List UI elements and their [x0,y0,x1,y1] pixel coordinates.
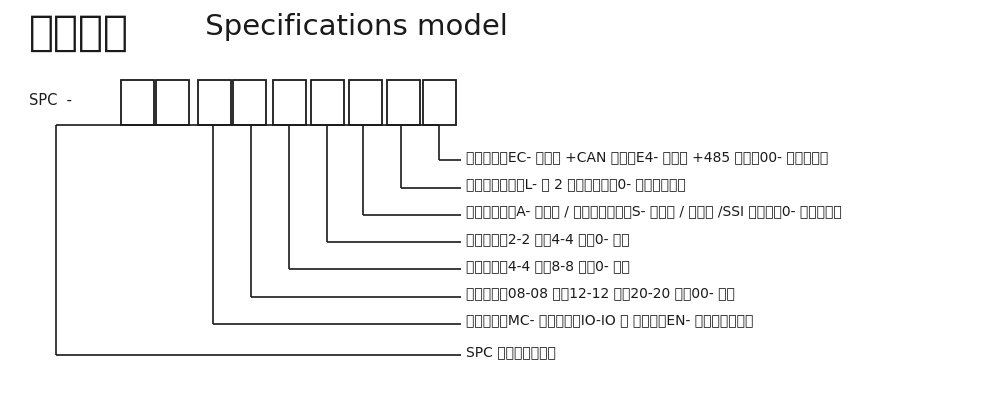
Bar [348,80,381,125]
Bar [198,80,231,125]
Bar [386,80,419,125]
Text: 规格型号: 规格型号 [29,12,129,54]
Text: 模块类型：MC- 主控模块；IO-IO 扩 展模块；EN- 编码器扩展模块: 模块类型：MC- 主控模块；IO-IO 扩 展模块；EN- 编码器扩展模块 [465,313,753,327]
Text: 安全输入：08-08 路；12-12 路；20-20 路；00- 没有: 安全输入：08-08 路；12-12 路；20-20 路；00- 没有 [465,286,735,300]
Text: 测试输出：2-2 路；4-4 路；0- 没有: 测试输出：2-2 路；4-4 路；0- 没有 [465,232,630,246]
Bar [233,80,266,125]
Text: 安全输出：4-4 路；8-8 路；0- 没有: 安全输出：4-4 路；8-8 路；0- 没有 [465,259,630,273]
Bar [422,80,455,125]
Text: Specifications model: Specifications model [196,13,508,41]
Bar [311,80,343,125]
Text: 雷达专用接口：L- 带 2 个雷达接口；0- 不带雷达接口: 雷达专用接口：L- 带 2 个雷达接口；0- 不带雷达接口 [465,178,686,191]
Bar [273,80,306,125]
Text: 通信接口：EC- 以太网 +CAN 通信；E4- 以太网 +485 通信；00- 不带通信口: 通信接口：EC- 以太网 +CAN 通信；E4- 以太网 +485 通信；00-… [465,150,828,164]
Text: SPC  -: SPC - [29,93,72,108]
Bar [156,80,189,125]
Text: SPC 系列安全控制器: SPC 系列安全控制器 [465,345,556,359]
Bar [121,80,154,125]
Text: 编码器类型：A- 正余弦 / 增量型编码器；S- 正余弦 / 增量型 /SSI 编码器；0- 不带编码器: 编码器类型：A- 正余弦 / 增量型编码器；S- 正余弦 / 增量型 /SSI … [465,205,841,219]
